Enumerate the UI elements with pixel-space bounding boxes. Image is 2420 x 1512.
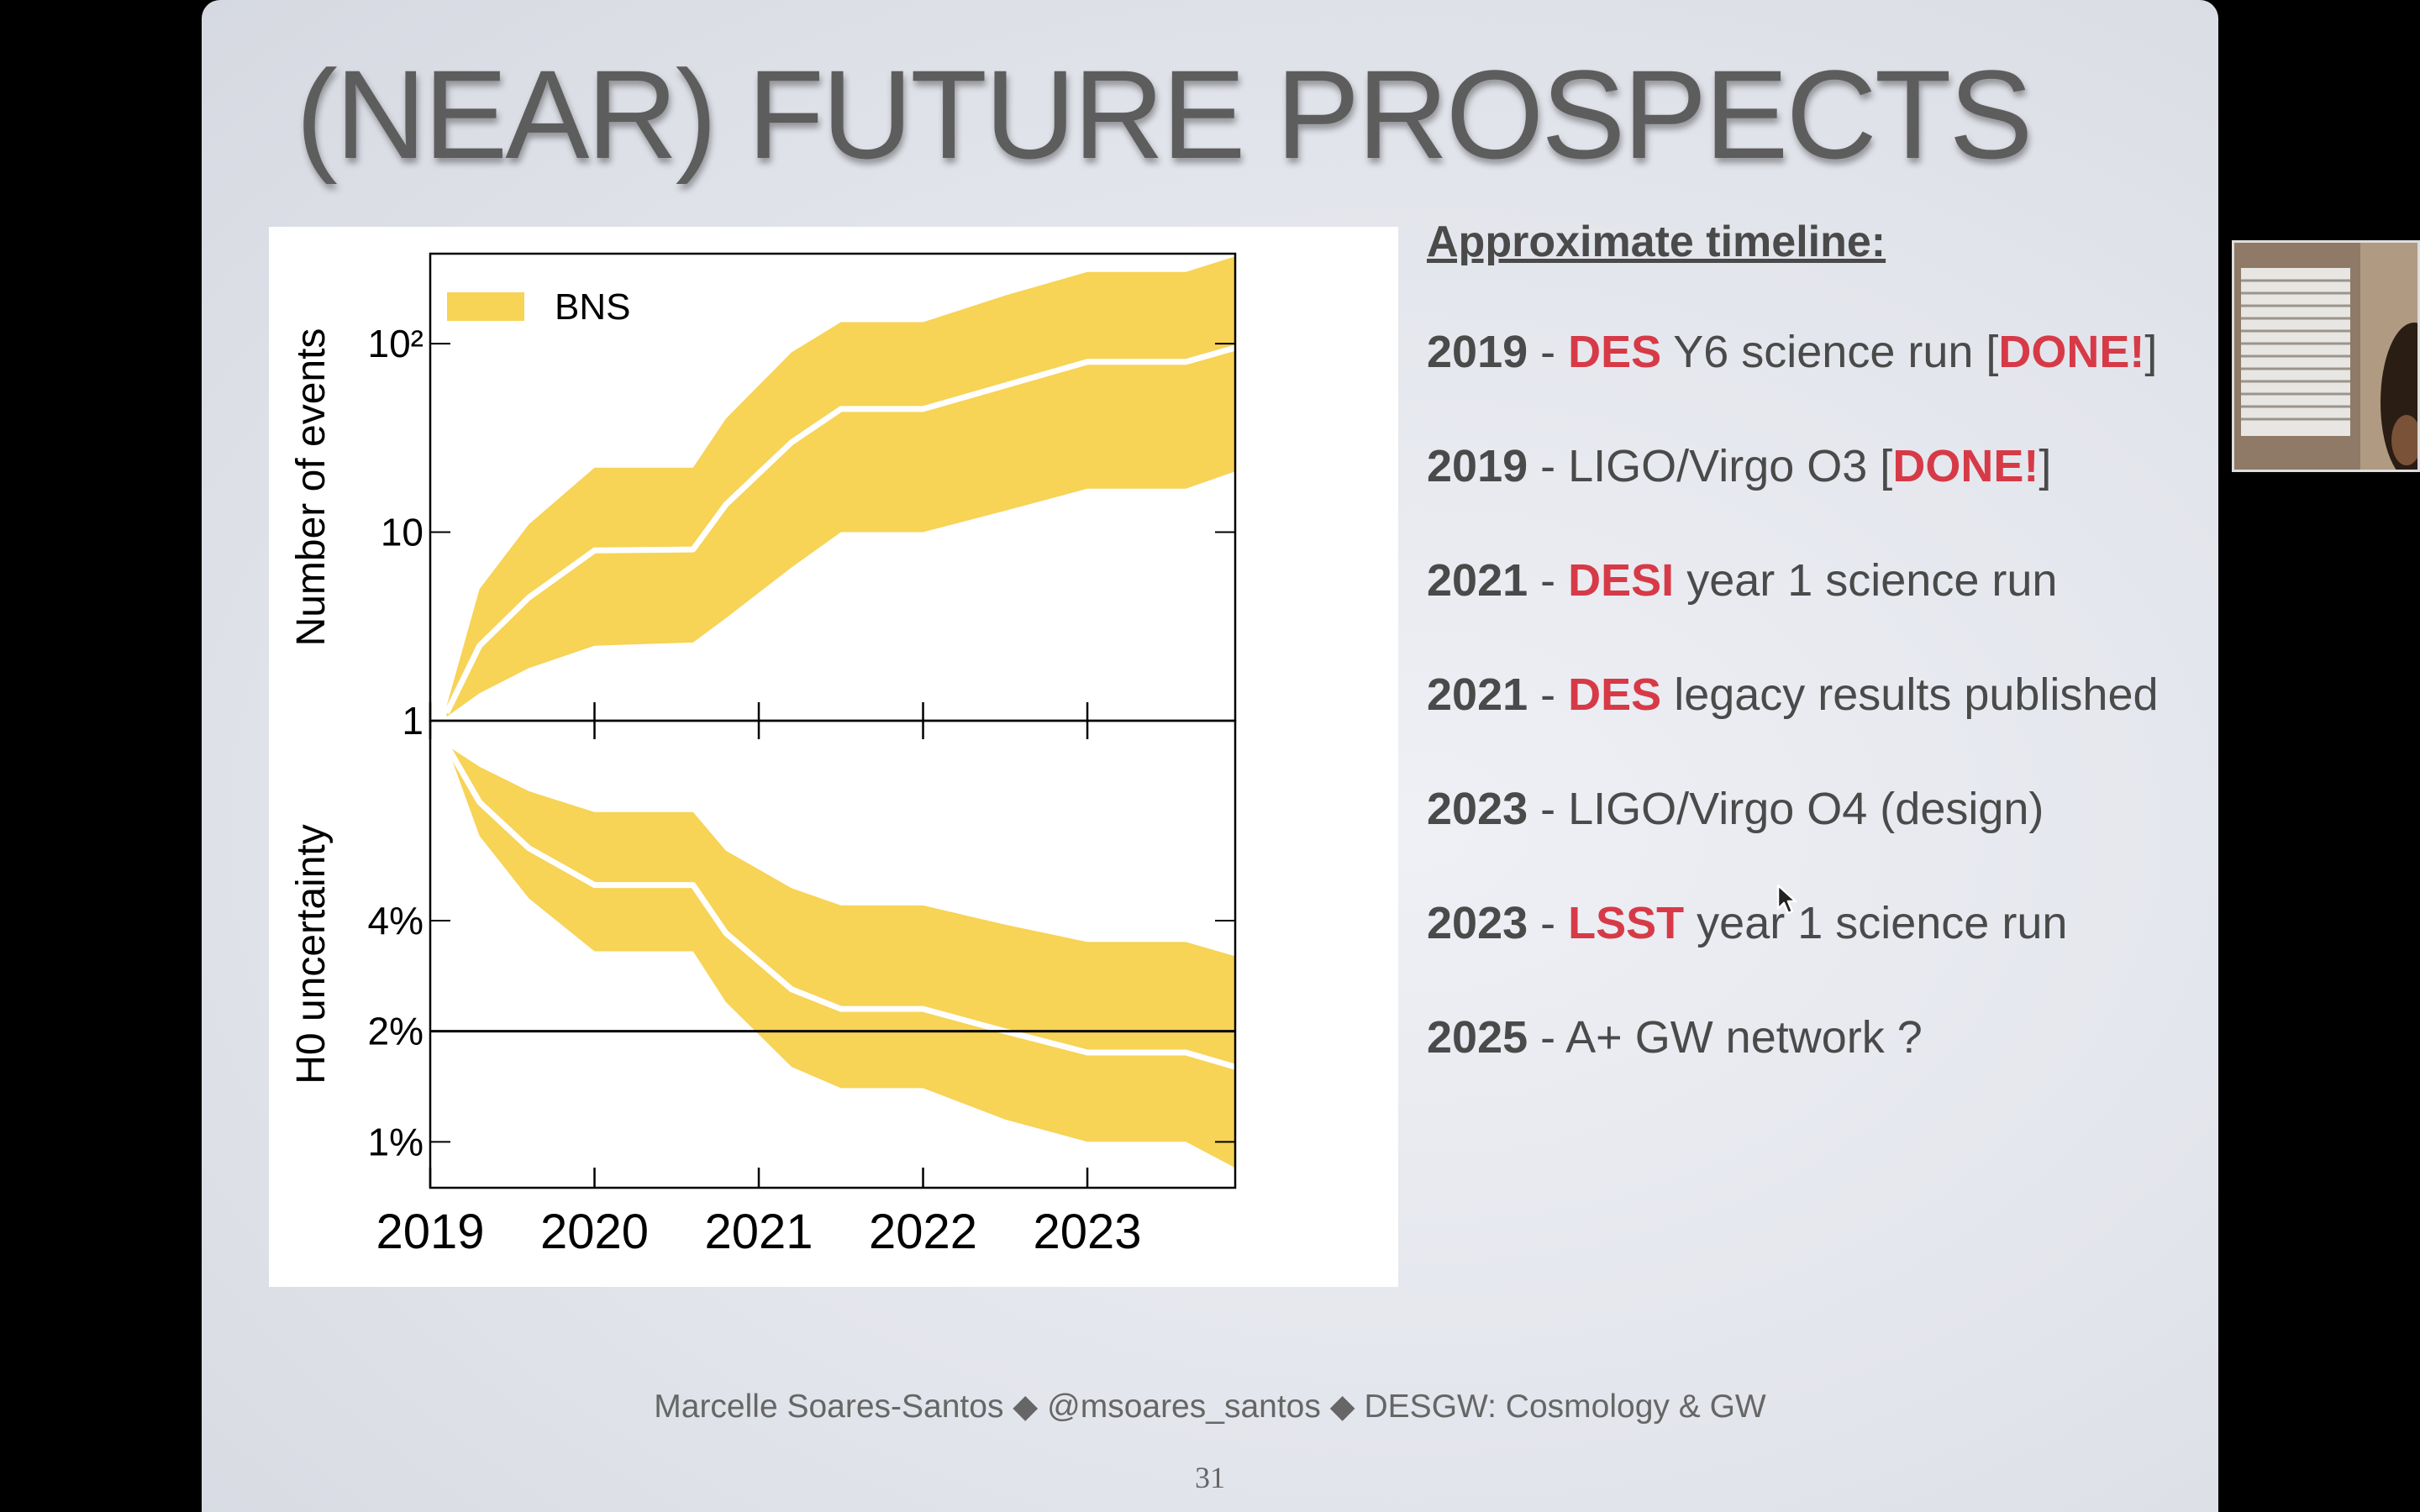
median-line: [444, 743, 1235, 1070]
timeline-status: DONE!: [1998, 327, 2145, 377]
chart-figure: 1 10 10² Number of events 1% 2% 4% H0 uncertain…: [269, 227, 1398, 1287]
legend-label: BNS: [555, 286, 630, 328]
timeline-tail: ]: [2144, 327, 2158, 377]
median-line: [444, 344, 1235, 715]
timeline-highlight: DESI: [1568, 555, 1675, 606]
timeline-item: 2023 - LIGO/Virgo O4 (design): [1427, 783, 2218, 897]
timeline-year: 2021: [1427, 669, 1528, 720]
slide-title: (NEAR) FUTURE PROSPECTS: [296, 44, 2033, 185]
band-area: [446, 256, 1235, 717]
timeline-highlight: DES: [1568, 669, 1662, 720]
timeline-item: 2019 - DES Y6 science run [DONE!]: [1427, 326, 2218, 440]
timeline-text: Y6 science run [: [1661, 327, 1999, 377]
timeline-text: year 1 science run: [1674, 555, 2058, 606]
slide-footer: Marcelle Soares-Santos ◆ @msoares_santos…: [654, 1389, 1766, 1425]
timeline-separator: -: [1528, 441, 1569, 491]
y-axis-label: Number of events: [289, 328, 334, 647]
y-tick-label: 4%: [368, 899, 424, 942]
timeline-heading: Approximate timeline:: [1427, 218, 1886, 266]
timeline-tail: ]: [2039, 441, 2052, 491]
band-area: [446, 745, 1235, 1168]
timeline-year: 2019: [1427, 441, 1528, 491]
slide: (NEAR) FUTURE PROSPECTS 1 10 10² Number of …: [202, 0, 2218, 1512]
x-tick-label: 2019: [376, 1205, 484, 1259]
timeline-year: 2023: [1427, 784, 1528, 834]
timeline-text: A+ GW network ?: [1565, 1012, 1923, 1063]
timeline-year: 2025: [1427, 1012, 1528, 1063]
timeline-list: 2019 - DES Y6 science run [DONE!] 2019 - …: [1427, 326, 2218, 1126]
timeline-separator: -: [1528, 1012, 1566, 1063]
timeline-item: 2021 - DES legacy results published: [1427, 669, 2218, 783]
webcam-thumbnail[interactable]: [2232, 240, 2420, 472]
timeline-year: 2023: [1427, 898, 1528, 948]
timeline-status: DONE!: [1892, 441, 2039, 491]
timeline-year: 2021: [1427, 555, 1528, 606]
y-tick-label: 1: [402, 699, 424, 743]
panel-plot-area: [444, 256, 1235, 717]
x-tick-label: 2020: [540, 1205, 649, 1259]
timeline-item: 2025 - A+ GW network ?: [1427, 1011, 2218, 1126]
page-number: 31: [1195, 1461, 1225, 1494]
x-tick-label: 2021: [705, 1205, 813, 1259]
chart-svg: 1 10 10² Number of events 1% 2% 4% H0 uncertain…: [289, 252, 1237, 1259]
timeline-highlight: DES: [1568, 327, 1662, 377]
panel-frame: [429, 719, 1237, 1189]
x-tick-label: 2022: [869, 1205, 977, 1259]
timeline-separator: -: [1528, 784, 1569, 834]
y-tick-label: 2%: [368, 1010, 424, 1053]
y-axis-label: H0 uncertainty: [289, 824, 334, 1084]
x-tick-label: 2023: [1034, 1205, 1142, 1259]
legend-swatch: [447, 292, 524, 321]
timeline-highlight: LSST: [1568, 898, 1685, 948]
mouse-cursor-icon: [1776, 884, 1798, 920]
timeline: Approximate timeline: 2019 - DES Y6 scie…: [1427, 217, 2218, 1126]
timeline-year: 2019: [1427, 327, 1528, 377]
timeline-item: 2021 - DESI year 1 science run: [1427, 554, 2218, 669]
timeline-text: LIGO/Virgo O4 (design): [1568, 784, 2044, 834]
timeline-separator: -: [1528, 555, 1569, 606]
y-tick-label: 1%: [368, 1120, 424, 1163]
webcam-image: [2234, 243, 2417, 470]
timeline-separator: -: [1528, 327, 1569, 377]
timeline-item: 2023 - LSST year 1 science run: [1427, 897, 2218, 1011]
y-tick-label: 10: [381, 511, 424, 554]
panel-plot-area: [430, 743, 1235, 1168]
y-tick-label: 10²: [368, 322, 424, 365]
timeline-text: LIGO/Virgo O3 [: [1568, 441, 1893, 491]
timeline-text: year 1 science run: [1684, 898, 2068, 948]
timeline-separator: -: [1528, 669, 1569, 720]
timeline-text: legacy results published: [1661, 669, 2159, 720]
timeline-item: 2019 - LIGO/Virgo O3 [DONE!]: [1427, 440, 2218, 554]
timeline-separator: -: [1528, 898, 1569, 948]
